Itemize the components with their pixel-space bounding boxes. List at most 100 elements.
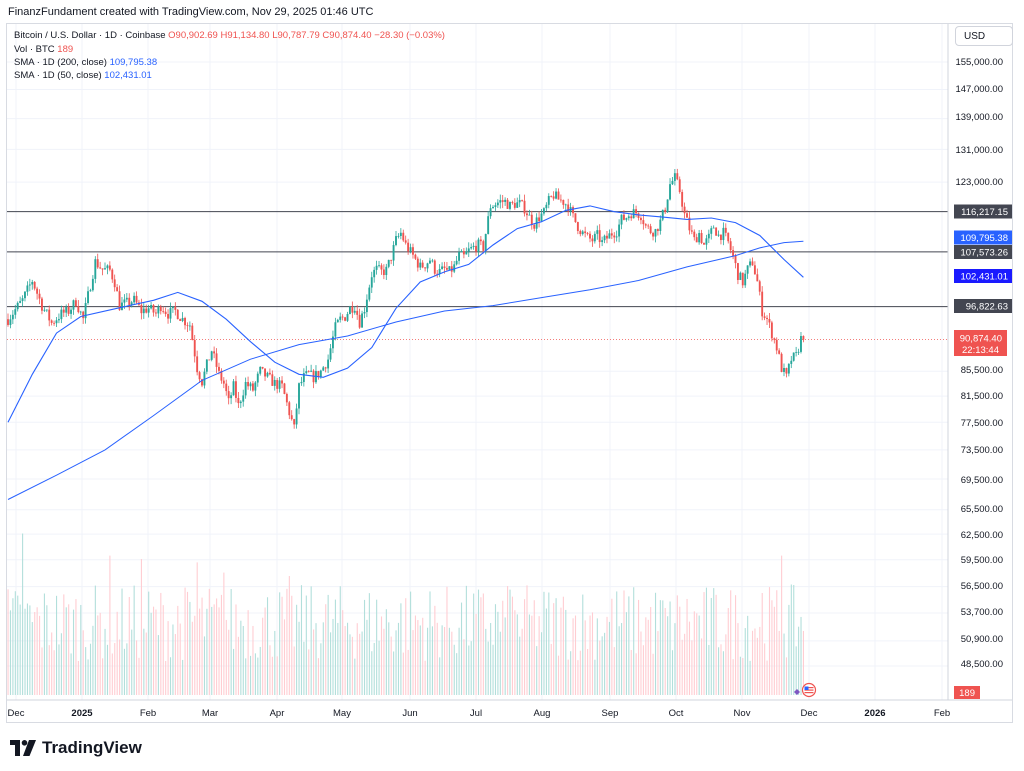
candle-body <box>48 309 51 321</box>
volume-bar <box>97 615 99 695</box>
candle <box>467 242 470 257</box>
volume-bar <box>584 620 586 695</box>
candle <box>181 312 184 323</box>
volume-bar <box>65 607 67 695</box>
candle <box>96 253 99 269</box>
candle <box>150 302 153 310</box>
volume-bar <box>354 658 356 695</box>
candle <box>766 315 768 326</box>
event-diamond <box>794 689 800 695</box>
volume-bar <box>240 620 242 695</box>
volume-bar <box>116 611 118 695</box>
volume-bar <box>220 594 222 695</box>
candle <box>94 256 97 284</box>
candle-body <box>635 209 638 214</box>
candle-body <box>567 204 570 212</box>
volume-legend[interactable]: Vol · BTC 189 <box>14 44 73 55</box>
currency-button[interactable]: USD <box>955 26 1013 46</box>
candle-body <box>773 338 776 340</box>
candle <box>455 255 458 266</box>
volume-bar <box>747 615 749 695</box>
volume-bar <box>342 610 344 695</box>
candle <box>426 262 429 273</box>
volume-bar <box>262 617 264 695</box>
candle <box>26 281 29 296</box>
candle <box>479 236 482 246</box>
candle <box>375 260 378 275</box>
candle-body <box>775 339 778 351</box>
symbol-legend[interactable]: Bitcoin / U.S. Dollar · 1D · Coinbase O9… <box>14 30 445 41</box>
tradingview-logo[interactable]: TradingView <box>10 738 142 758</box>
candle-body <box>184 317 186 326</box>
candle-body <box>441 266 444 270</box>
candle-body <box>351 306 354 313</box>
candle <box>382 264 385 280</box>
sma50-legend[interactable]: SMA · 1D (50, close) 102,431.01 <box>14 70 152 81</box>
volume-bar <box>424 660 426 695</box>
volume-bar <box>511 596 513 695</box>
candle-body <box>593 233 596 242</box>
volume-bar <box>9 610 12 695</box>
volume-bar <box>431 626 433 695</box>
candle-body <box>727 232 730 242</box>
candle <box>213 346 216 359</box>
candle-body <box>489 208 492 217</box>
candle-body <box>128 297 131 305</box>
candle <box>761 286 764 321</box>
candle <box>652 231 654 241</box>
candle <box>38 289 41 305</box>
volume-bar <box>126 643 128 695</box>
candle <box>533 223 536 232</box>
sma200-label: SMA · 1D (200, close) <box>14 57 107 68</box>
sma200-legend[interactable]: SMA · 1D (200, close) 109,795.38 <box>14 57 157 68</box>
candle <box>9 314 12 329</box>
candle-body <box>295 408 298 425</box>
candle <box>683 202 686 219</box>
candle <box>642 214 645 230</box>
candle <box>310 364 313 373</box>
candle-body <box>572 207 574 214</box>
candle <box>635 205 638 218</box>
volume-label-text: 189 <box>959 688 975 699</box>
candle-body <box>94 259 97 279</box>
candle <box>288 400 291 420</box>
candle-body <box>218 366 220 371</box>
candle <box>317 370 320 380</box>
volume-bar <box>536 646 538 695</box>
candle <box>196 350 199 376</box>
volume-bar <box>68 604 70 695</box>
candle-body <box>504 199 507 202</box>
candle-body <box>256 373 259 383</box>
volume-bar <box>616 591 618 695</box>
chart-frame[interactable] <box>6 23 1013 723</box>
candle <box>133 292 136 305</box>
volume-bar <box>533 600 535 695</box>
volume-bar <box>242 625 244 695</box>
volume-bar <box>94 585 96 695</box>
volume-bar <box>555 598 557 695</box>
volume-bar <box>681 639 683 695</box>
candle-body <box>448 266 451 270</box>
volume-bar <box>468 645 470 695</box>
candle-body <box>191 325 194 340</box>
candle <box>414 253 417 260</box>
candle-body <box>45 309 48 311</box>
candle-body <box>574 213 577 223</box>
candle-body <box>555 191 557 199</box>
volume-bar <box>429 591 431 695</box>
candle <box>19 296 22 304</box>
candle-body <box>380 265 383 270</box>
candle-body <box>647 225 650 227</box>
candle <box>596 225 599 240</box>
candle <box>33 281 36 291</box>
candle-body <box>174 306 177 310</box>
volume-bar <box>441 625 443 695</box>
volume-bar <box>111 653 113 695</box>
candle-body <box>208 359 211 361</box>
candle-body <box>108 265 111 270</box>
price-label-text: 96,822.63 <box>966 302 1008 313</box>
candle <box>62 306 65 317</box>
candle-body <box>125 297 128 300</box>
candle-body <box>89 290 92 292</box>
